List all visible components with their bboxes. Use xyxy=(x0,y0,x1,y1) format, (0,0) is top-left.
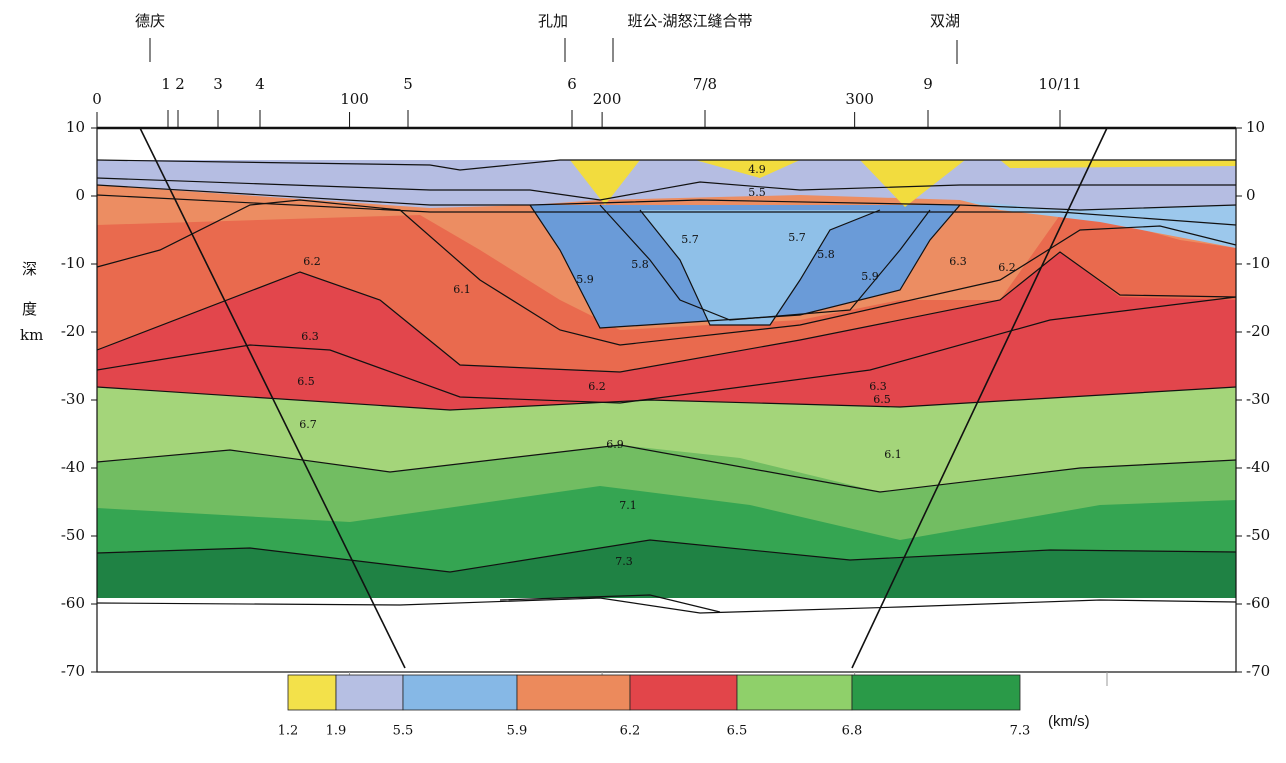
colorbar-segment xyxy=(403,675,517,710)
colorbar-segment xyxy=(630,675,737,710)
contour-label: 6.2 xyxy=(588,380,606,393)
station-label: 9 xyxy=(923,75,933,93)
contour-label: 5.8 xyxy=(631,258,649,271)
y-tick-label: -20 xyxy=(61,322,85,340)
y2-tick-label: -20 xyxy=(1246,322,1270,340)
contour-label: 6.2 xyxy=(998,261,1016,274)
contour-label: 6.2 xyxy=(303,255,321,268)
section-chart: 深度 km 101000-10-10-20-20-30-30-40-40-50-… xyxy=(0,0,1286,763)
colorbar-segment xyxy=(852,675,1020,710)
colorbar-unit: (km/s) xyxy=(1048,713,1090,730)
place-name: 孔加 xyxy=(538,12,568,30)
blank-below xyxy=(97,598,1236,672)
contour-label: 6.5 xyxy=(297,375,315,388)
contour-label: 6.3 xyxy=(301,330,319,343)
y2-tick-label: -40 xyxy=(1246,458,1270,476)
station-label: 2 xyxy=(175,75,185,93)
y2-tick-label: -10 xyxy=(1246,254,1270,272)
y2-tick-label: -30 xyxy=(1246,390,1270,408)
station-label: 6 xyxy=(567,75,577,93)
contour-label: 6.3 xyxy=(949,255,967,268)
contour-label: 6.1 xyxy=(453,283,471,296)
contour-label: 4.9 xyxy=(748,163,766,176)
place-name: 德庆 xyxy=(135,12,165,30)
contour-label: 6.9 xyxy=(606,438,624,451)
contour-label: 5.7 xyxy=(681,233,699,246)
contour-label: 5.9 xyxy=(576,273,594,286)
contour-label: 6.1 xyxy=(884,448,902,461)
colorbar-label: 7.3 xyxy=(1010,724,1031,739)
contour-label: 6.7 xyxy=(299,418,317,431)
station-label: 10/11 xyxy=(1038,75,1081,93)
colorbar-label: 6.8 xyxy=(842,724,863,739)
y-tick-label: -10 xyxy=(61,254,85,272)
contour-label: 5.5 xyxy=(748,186,766,199)
colorbar-label: 5.9 xyxy=(507,724,528,739)
colorbar-segment xyxy=(517,675,630,710)
x-tick-label: 300 xyxy=(845,90,874,108)
station-label: 4 xyxy=(255,75,265,93)
colorbar-label: 6.2 xyxy=(620,724,641,739)
place-name: 班公-湖怒江缝合带 xyxy=(627,12,752,30)
colorbar-segment xyxy=(737,675,852,710)
y-axis-label: 深度 xyxy=(22,260,37,318)
contour-label: 6.3 xyxy=(869,380,887,393)
station-label: 1 xyxy=(161,75,171,93)
contour-label: 7.1 xyxy=(619,499,637,512)
y-tick-label: -30 xyxy=(61,390,85,408)
colorbar-label: 1.2 xyxy=(278,724,299,739)
colorbar-label: 6.5 xyxy=(727,724,748,739)
y2-tick-label: -60 xyxy=(1246,594,1270,612)
place-ticks xyxy=(150,38,957,64)
colorbar-segment xyxy=(336,675,403,710)
y-tick-label: -50 xyxy=(61,526,85,544)
contour-label: 5.9 xyxy=(861,270,879,283)
station-label: 3 xyxy=(213,75,223,93)
station-label: 7/8 xyxy=(693,75,717,93)
station-label: 5 xyxy=(403,75,413,93)
contour-label: 5.7 xyxy=(788,231,806,244)
y2-tick-label: -70 xyxy=(1246,662,1270,680)
x-tick-label: 100 xyxy=(340,90,369,108)
y-tick-label: 0 xyxy=(75,186,85,204)
contour-label: 5.8 xyxy=(817,248,835,261)
place-name: 双湖 xyxy=(930,12,960,30)
y-tick-label: -40 xyxy=(61,458,85,476)
colorbar-segment xyxy=(288,675,336,710)
y2-tick-label: 10 xyxy=(1246,118,1265,136)
y2-tick-label: 0 xyxy=(1246,186,1256,204)
colorbar-label: 1.9 xyxy=(326,724,347,739)
x-tick-label: 0 xyxy=(92,90,102,108)
blank-above xyxy=(97,128,1236,160)
colorbar-label: 5.5 xyxy=(393,724,414,739)
y2-tick-label: -50 xyxy=(1246,526,1270,544)
y-tick-label: -70 xyxy=(61,662,85,680)
contour-label: 7.3 xyxy=(615,555,633,568)
contour-label: 6.5 xyxy=(873,393,891,406)
y-axis-unit: km xyxy=(20,326,43,344)
x-tick-label: 200 xyxy=(593,90,622,108)
y-tick-label: -60 xyxy=(61,594,85,612)
y-tick-label: 10 xyxy=(66,118,85,136)
